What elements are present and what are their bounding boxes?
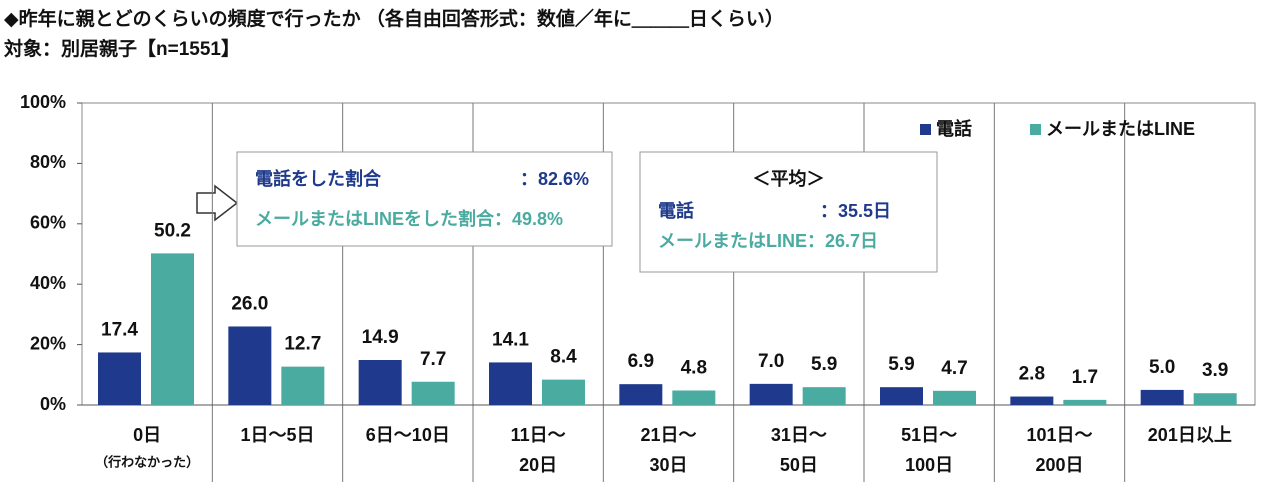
bar: [672, 390, 716, 405]
value-label: 26.0: [231, 293, 268, 314]
x-tick-label: 11日～: [511, 425, 566, 445]
bar: [228, 326, 272, 405]
chart-title: ◆昨年に親とどのくらいの頻度で行ったか （各自由回答形式：数値／年に＿＿＿日くら…: [4, 7, 784, 30]
bar: [411, 381, 455, 405]
value-label: 7.7: [420, 349, 446, 370]
y-tick-label: 0%: [40, 394, 66, 414]
legend-label: メールまたはLINE: [1046, 119, 1195, 139]
value-label: 17.4: [101, 319, 138, 340]
legend-swatch: [1030, 124, 1041, 135]
bar: [542, 379, 585, 405]
value-label: 8.4: [550, 347, 577, 368]
value-label: 5.0: [1149, 357, 1175, 378]
bar: [358, 360, 402, 405]
bar: [1010, 396, 1054, 405]
x-tick-label: 200日: [1035, 455, 1083, 475]
bar: [151, 253, 194, 405]
y-tick-label: 80%: [30, 152, 66, 172]
bar: [98, 352, 141, 405]
value-label: 3.9: [1202, 360, 1228, 381]
legend-swatch: [920, 124, 931, 135]
x-tick-label: 20日: [519, 455, 557, 475]
value-label: 4.8: [681, 358, 707, 379]
value-label: 4.7: [941, 358, 967, 379]
bar: [880, 387, 923, 405]
chart-subtitle: 対象：別居親子【n=1551】: [3, 37, 240, 60]
x-tick-label: 6日～10日: [366, 425, 450, 445]
y-tick-label: 60%: [30, 213, 66, 233]
bar: [281, 366, 325, 405]
value-label: 14.1: [492, 329, 529, 350]
value-label: 5.9: [811, 354, 837, 375]
annotation-value: ：35.5日: [820, 201, 891, 221]
annotation-label: 電話をした割合: [255, 168, 382, 189]
value-label: 6.9: [628, 351, 654, 372]
annotation-label: メールまたはLINEをした割合: [255, 208, 495, 229]
arrow: [196, 184, 239, 222]
value-label: 7.0: [758, 351, 784, 372]
bar: [749, 383, 793, 405]
annotation-value: ：82.6%: [520, 169, 589, 189]
bar: [1140, 389, 1184, 405]
x-tick-label: 201日以上: [1148, 425, 1232, 445]
y-tick-label: 20%: [30, 333, 66, 353]
x-tick-label: 31日～: [771, 425, 827, 445]
value-label: 50.2: [154, 220, 191, 241]
x-tick-label: 101日～: [1026, 425, 1092, 445]
annotation-label: 電話: [658, 200, 694, 221]
x-tick-label: 50日: [780, 455, 818, 475]
y-tick-label: 40%: [30, 273, 66, 293]
x-tick-label: 21日～: [640, 425, 696, 445]
annotation-heading: ＜平均＞: [753, 168, 825, 189]
x-tick-label: 30日: [649, 455, 687, 475]
bar: [619, 384, 663, 405]
value-label: 5.9: [888, 354, 914, 375]
x-tick-label: 0日: [133, 425, 161, 445]
annotation-value: ：26.7日: [807, 231, 878, 251]
annotation-value: ：49.8%: [494, 209, 563, 229]
bar: [802, 387, 846, 405]
annotation-label: メールまたはLINE: [658, 231, 807, 251]
value-label: 1.7: [1072, 367, 1098, 388]
bar: [1063, 399, 1107, 405]
value-label: 14.9: [362, 327, 399, 348]
x-tick-label: （行わなかった）: [95, 454, 199, 469]
value-label: 2.8: [1019, 364, 1045, 385]
x-tick-label: 1日～5日: [240, 425, 314, 445]
annotation-box: [236, 151, 613, 247]
x-tick-label: 51日～: [901, 425, 957, 445]
bar: [489, 362, 532, 405]
bar: [933, 390, 976, 405]
x-tick-label: 100日: [905, 455, 953, 475]
bar: [1193, 393, 1237, 405]
value-label: 12.7: [284, 334, 321, 355]
legend-label: 電話: [936, 118, 972, 139]
y-tick-label: 100%: [20, 92, 66, 112]
annotation-box: [639, 151, 938, 273]
